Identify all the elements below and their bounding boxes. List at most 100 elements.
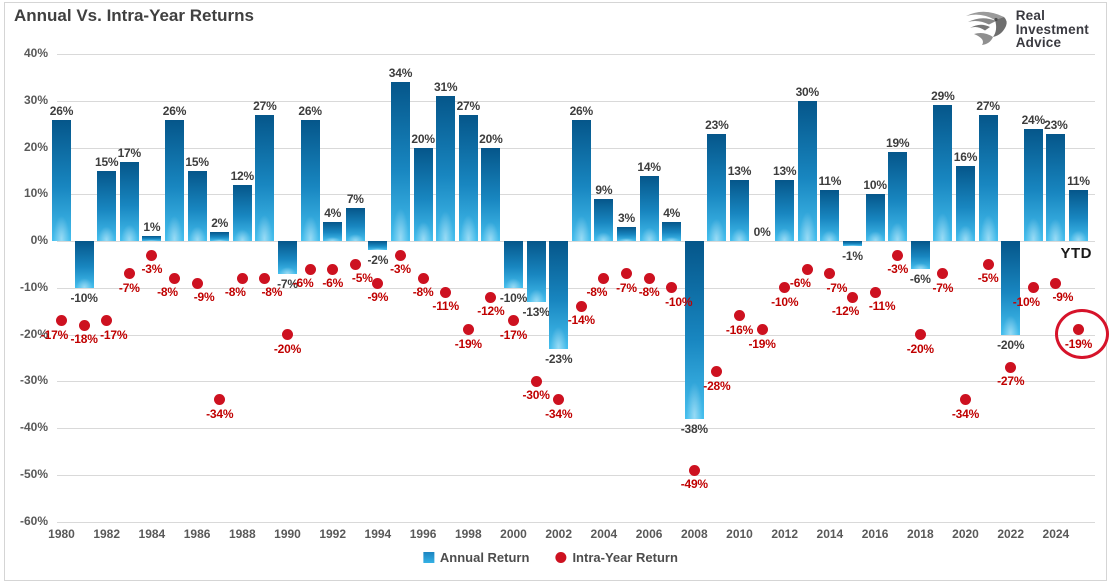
bar-value-label: -6% — [909, 272, 931, 287]
intra-year-dot — [169, 272, 180, 284]
x-axis-tick-label: 2010 — [726, 527, 753, 541]
bar-value-label: 3% — [618, 211, 635, 225]
bar-value-label: 17% — [117, 145, 142, 160]
bar-value-label: 11% — [818, 173, 842, 188]
chart-legend: Annual Return Intra-Year Return — [422, 550, 678, 565]
bar-value-label: 26% — [49, 103, 74, 118]
bar-value-label: 26% — [162, 103, 187, 118]
dot-value-label: -14% — [567, 313, 595, 328]
annual-return-bar — [775, 180, 795, 241]
annual-return-bar — [639, 175, 659, 242]
dot-value-label: -12% — [477, 304, 505, 319]
y-axis-tick-label: 30% — [23, 92, 48, 107]
dot-value-label: -11% — [868, 299, 896, 314]
bar-value-label: 20% — [411, 131, 435, 146]
intra-year-dot — [304, 263, 316, 275]
bar-value-label: -1% — [842, 248, 863, 263]
annual-return-bar — [1046, 133, 1066, 241]
bar-value-label: 14% — [637, 159, 661, 174]
y-axis-tick-label: 40% — [23, 46, 48, 60]
annual-return-bar — [504, 241, 523, 288]
ytd-circle-annotation — [1054, 308, 1109, 359]
y-axis-tick-label: -30% — [19, 373, 48, 388]
x-axis-tick-label: 2022 — [997, 527, 1025, 541]
annual-return-bar — [232, 184, 252, 241]
red-dot-marker-icon — [555, 552, 567, 563]
annual-return-bar — [165, 119, 184, 241]
intra-year-dot — [847, 291, 858, 303]
y-axis-tick-label: -10% — [19, 279, 48, 294]
annual-return-bar — [684, 241, 704, 419]
blue-square-marker-icon — [422, 552, 434, 563]
intra-year-dot — [598, 272, 610, 284]
intra-year-dot — [982, 258, 994, 270]
x-axis-tick-label: 1982 — [93, 527, 121, 541]
annual-return-bar — [1023, 128, 1043, 241]
gridline — [57, 521, 1095, 523]
dot-value-label: -16% — [725, 322, 754, 337]
gridline — [57, 100, 1095, 102]
bar-value-label: 30% — [795, 84, 820, 99]
gridline — [57, 381, 1095, 383]
y-axis-tick-label: -40% — [19, 420, 48, 434]
annual-return-bar — [300, 119, 320, 241]
x-axis-tick-label: 2014 — [816, 527, 844, 541]
intra-year-dot — [666, 282, 678, 294]
bar-value-label: 0% — [753, 225, 771, 239]
bar-value-label: 27% — [456, 98, 481, 113]
intra-year-dot — [485, 291, 497, 303]
intra-year-dot — [327, 263, 339, 275]
bar-value-label: 13% — [772, 164, 797, 179]
intra-year-dot — [395, 249, 406, 261]
x-axis-tick-label: 2012 — [771, 527, 799, 541]
dot-value-label: -18% — [70, 332, 98, 347]
bar-value-label: 27% — [976, 98, 1000, 113]
intra-year-dot — [282, 329, 293, 340]
bar-value-label: 23% — [705, 117, 729, 132]
bar-value-label: 26% — [298, 103, 322, 118]
dot-value-label: -8% — [224, 285, 246, 300]
dot-value-label: -17% — [40, 327, 69, 342]
dot-value-label: -17% — [499, 327, 528, 342]
annual-return-bar — [933, 105, 953, 241]
y-axis-tick-label: -60% — [19, 513, 48, 528]
annual-return-bar — [978, 114, 998, 241]
x-axis-tick-label: 2024 — [1042, 527, 1070, 541]
dot-value-label: -8% — [638, 285, 660, 300]
bar-value-label: 26% — [569, 103, 594, 118]
annual-return-bar — [458, 114, 478, 241]
dot-value-label: -10% — [771, 294, 799, 309]
dot-value-label: -10% — [1012, 294, 1040, 309]
intra-year-dot — [78, 319, 90, 331]
y-axis-tick-label: 10% — [23, 186, 48, 201]
bar-value-label: 15% — [185, 154, 209, 169]
bar-value-label: -38% — [680, 421, 708, 436]
annual-return-bar — [52, 119, 71, 241]
bar-value-label: 9% — [595, 182, 613, 197]
bar-value-label: 10% — [863, 178, 887, 193]
annual-return-bar — [956, 166, 975, 241]
bar-value-label: 4% — [324, 206, 342, 221]
annual-return-bar — [97, 170, 117, 241]
dot-value-label: -34% — [545, 406, 573, 421]
annual-return-bar — [549, 241, 569, 349]
annual-return-bar — [594, 198, 614, 241]
bar-value-label: 11% — [1067, 173, 1090, 188]
annual-return-bar — [662, 222, 682, 241]
dot-value-label: -5% — [977, 271, 999, 286]
ytd-annotation-label: YTD — [1060, 245, 1092, 262]
dot-value-label: -17% — [100, 327, 128, 342]
x-axis-tick-label: 1986 — [183, 527, 211, 541]
x-axis-tick-label: 1984 — [138, 527, 166, 541]
dot-value-label: -8% — [157, 285, 178, 300]
dot-value-label: -30% — [522, 388, 550, 403]
dot-value-label: -12% — [831, 304, 860, 319]
x-axis-tick-label: 1996 — [409, 527, 437, 541]
dot-value-label: -28% — [703, 378, 731, 393]
brand-line-1: Real — [1015, 8, 1046, 24]
annual-return-bar — [617, 227, 636, 241]
brand-line-2: Investment — [1015, 21, 1089, 37]
dot-value-label: -5% — [351, 271, 373, 286]
